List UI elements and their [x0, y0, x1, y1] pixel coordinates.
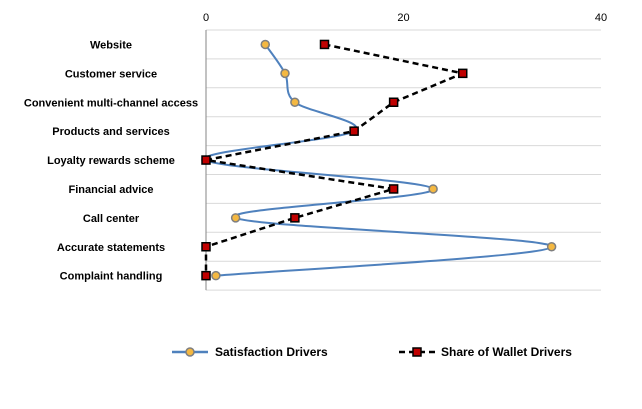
legend-marker [185, 347, 195, 357]
data-point [211, 270, 221, 281]
tick-label: 20 [397, 12, 409, 24]
series-satisfaction-drivers [201, 39, 557, 281]
legend[interactable]: Satisfaction Drivers Share of Wallet Driv… [172, 345, 572, 359]
category-label: Financial advice [69, 184, 154, 196]
data-point [546, 242, 557, 252]
series-share-of-wallet-drivers [201, 39, 468, 281]
category-label: Website [90, 39, 132, 51]
data-point [319, 39, 330, 50]
category-label: Complaint handling [60, 271, 163, 283]
data-point [201, 270, 211, 281]
category-label: Loyalty rewards scheme [47, 155, 175, 167]
data-point [280, 68, 290, 79]
tick-label: 40 [595, 12, 607, 24]
series-line [204, 43, 553, 277]
series-layer [201, 39, 557, 281]
gridlines [206, 29, 601, 291]
data-point [428, 184, 438, 194]
data-point [260, 39, 270, 50]
data-point [349, 126, 359, 136]
legend-label: Share of Wallet Drivers [441, 345, 572, 359]
legend-item[interactable]: Satisfaction Drivers [172, 345, 328, 359]
category-labels: Website Customer service Convenient multi-… [24, 39, 198, 282]
category-label: Convenient multi-channel access [24, 97, 198, 109]
category-label: Products and services [52, 126, 169, 138]
category-label: Accurate statements [57, 242, 165, 254]
data-point [201, 242, 211, 252]
data-point [290, 97, 300, 107]
data-point [458, 68, 468, 79]
data-point [201, 155, 211, 165]
data-point [388, 97, 399, 107]
category-label: Call center [83, 213, 140, 225]
tick-labels: 0 20 40 [203, 12, 607, 24]
series-line [204, 43, 467, 276]
category-label: Customer service [65, 68, 157, 80]
data-point [388, 184, 399, 194]
legend-label: Satisfaction Drivers [215, 345, 328, 359]
data-point [290, 213, 300, 223]
tick-label: 0 [203, 12, 209, 24]
legend-item[interactable]: Share of Wallet Drivers [399, 345, 572, 359]
legend-marker [412, 347, 422, 357]
data-point [230, 213, 241, 223]
